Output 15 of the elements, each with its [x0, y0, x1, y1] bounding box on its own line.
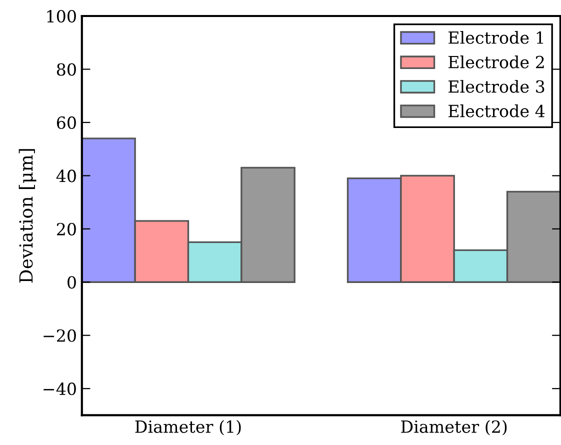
y-tick-label: 60 — [56, 116, 76, 130]
legend-label: Electrode 2 — [448, 55, 544, 68]
y-tick-label: −20 — [44, 329, 76, 342]
x-tick-label: Diameter (1) — [135, 420, 241, 436]
y-tick-label: −40 — [44, 382, 76, 396]
legend-label: Electrode 4 — [448, 104, 545, 118]
y-tick-label: 80 — [56, 63, 76, 76]
legend-label: Electrode 1 — [448, 31, 544, 44]
x-tick-label: Diameter (2) — [401, 420, 507, 436]
y-tick-label: 0 — [68, 276, 76, 289]
y-axis-title: Deviation [μm] — [18, 149, 36, 283]
y-tick-label: 40 — [56, 170, 76, 182]
y-tick-label: 100 — [47, 10, 76, 23]
legend-label: Electrode 3 — [448, 80, 544, 93]
y-tick-label: 20 — [56, 222, 76, 236]
